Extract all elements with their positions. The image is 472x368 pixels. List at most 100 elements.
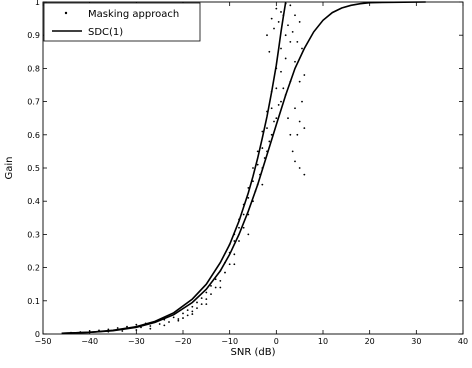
x-tick-label: 40 (458, 337, 468, 346)
scatter-point (200, 297, 203, 300)
scatter-point (289, 133, 292, 136)
scatter-point (135, 329, 138, 331)
scatter-point (210, 284, 212, 287)
scatter-point (172, 316, 175, 319)
x-tick-label: 0 (274, 337, 279, 346)
scatter-point (273, 27, 275, 30)
scatter-point (284, 34, 287, 37)
scatter-point (301, 47, 303, 50)
scatter-point (275, 7, 278, 10)
scatter-point (280, 11, 282, 13)
scatter-point (219, 279, 222, 282)
scatter-point (266, 34, 268, 37)
scatter-point (270, 17, 273, 20)
scatter-point (268, 50, 271, 53)
y-tick-label: 1 (35, 0, 40, 7)
scatter-point (242, 213, 245, 216)
scatter-point (191, 305, 194, 308)
scatter-point (158, 323, 161, 325)
scatter-point (256, 163, 259, 166)
scatter-point (116, 327, 119, 329)
x-tick-label: −10 (221, 337, 238, 346)
scatter-point (252, 167, 254, 169)
scatter-point (233, 253, 236, 256)
scatter-point (275, 117, 278, 120)
sdc-curves (61, 1, 426, 335)
scatter-point (294, 160, 296, 163)
x-tick-label: −20 (175, 337, 192, 346)
scatter-point (298, 120, 301, 123)
x-tick-label: 10 (318, 337, 328, 346)
scatter-point (303, 127, 306, 130)
scatter-point (186, 309, 189, 311)
scatter-point (280, 47, 282, 50)
scatter-point (266, 127, 268, 130)
scatter-point (182, 312, 184, 315)
x-tick-label: 30 (411, 337, 421, 346)
scatter-point (233, 240, 236, 242)
scatter-point (261, 147, 264, 149)
legend-label-sdc: SDC(1) (88, 27, 123, 38)
sdc-curve-1 (61, 1, 426, 335)
scatter-point (233, 263, 236, 266)
legend-box (43, 2, 201, 42)
sdc-curve-2 (61, 1, 287, 335)
scatter-point (294, 14, 296, 17)
scatter-point (291, 150, 294, 153)
scatter-point (247, 196, 250, 199)
scatter-point (177, 319, 180, 322)
y-tick-label: 0.7 (27, 98, 40, 107)
y-tick-label: 0.5 (27, 164, 40, 173)
scatter-point (277, 104, 280, 106)
scatter-point (301, 100, 303, 103)
scatter-point (168, 321, 170, 323)
x-tick-label: 20 (365, 337, 375, 346)
scatter-point (149, 327, 152, 330)
scatter-point (224, 271, 226, 274)
scatter-point (121, 330, 124, 332)
scatter-point (210, 293, 212, 296)
scatter-point (261, 130, 264, 133)
scatter-point (294, 107, 296, 110)
x-tick-label: −40 (81, 337, 98, 346)
scatter-point (149, 325, 152, 327)
scatter-point (303, 173, 306, 176)
scatter-point (294, 60, 296, 63)
y-tick-label: 0.4 (27, 197, 40, 206)
scatter-point (191, 310, 194, 313)
scatter-point (228, 263, 231, 266)
scatter-point (238, 240, 240, 242)
scatter-point (242, 226, 245, 229)
scatter-point (196, 301, 198, 304)
scatter-point (280, 100, 282, 103)
scatter-point (289, 4, 292, 7)
scatter-point (191, 313, 194, 315)
scatter-point (186, 314, 189, 317)
scatter-point (205, 298, 208, 301)
scatter-point (182, 317, 184, 319)
scatter-point (219, 286, 222, 289)
scatter-point (268, 140, 271, 143)
scatter-point (298, 80, 301, 83)
scatter-point (277, 21, 280, 23)
scatter-point (200, 303, 203, 306)
scatter-point (287, 24, 289, 27)
scatter-point (270, 107, 273, 110)
scatter-point (287, 117, 289, 120)
scatter-point (205, 291, 208, 294)
scatter-point (298, 167, 301, 169)
legend-dot-marker (64, 11, 68, 15)
scatter-point (214, 286, 217, 289)
scatter-point (273, 120, 275, 123)
x-tick-label: −30 (128, 337, 145, 346)
scatter-point (238, 226, 240, 229)
x-tick-label: −50 (35, 337, 52, 346)
scatter-point (296, 40, 299, 43)
scatter-point (256, 150, 259, 153)
scatter-point (205, 303, 208, 306)
scatter-point (252, 180, 254, 183)
x-axis-label: SNR (dB) (231, 347, 276, 358)
scatter-point (296, 133, 299, 136)
scatter-point (275, 87, 278, 90)
